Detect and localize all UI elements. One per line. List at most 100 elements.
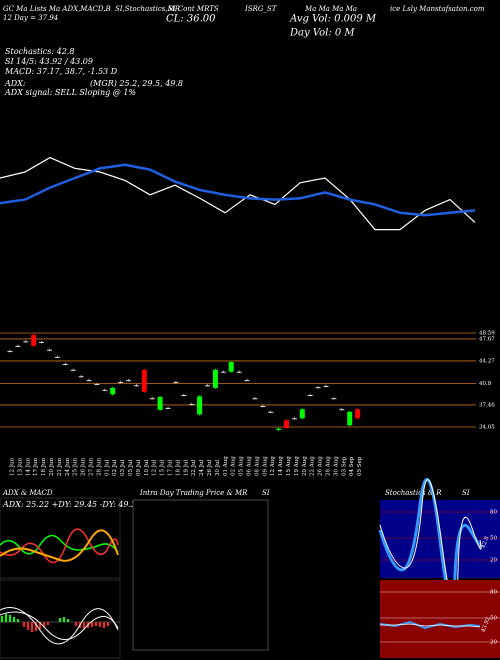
- indicator: MACD: 37.17, 38.7, -1.53 D: [4, 67, 118, 76]
- x-tick-label: 03 Sep: [341, 456, 347, 476]
- candle-body: [15, 345, 21, 347]
- day-vol: Day Vol: 0 M: [289, 28, 355, 39]
- x-tick-label: 10 Jul: [144, 460, 150, 476]
- intraday-panel: [132, 499, 269, 651]
- candle-body: [268, 411, 274, 413]
- x-tick-label: 19 Aug: [294, 456, 300, 476]
- panel-title: SI: [462, 489, 470, 497]
- candle-body: [118, 382, 124, 384]
- x-tick-label: 18 Jul: [175, 460, 181, 476]
- x-tick-label: 20 Aug: [302, 456, 308, 476]
- stoch-d: [379, 479, 482, 607]
- candle-body: [220, 371, 226, 373]
- candle-body: [299, 409, 305, 419]
- x-tick-label: 17 Jul: [168, 460, 174, 476]
- x-tick-label: 30 Jul: [215, 460, 221, 476]
- y-tick-label: 48.59: [479, 331, 495, 337]
- candle-body: [133, 385, 139, 387]
- y-tick-label: 44.27: [479, 358, 495, 364]
- x-tick-label: 25 Jun: [73, 458, 79, 476]
- adx-signal: ADX signal: SELL Sloping @ 1%: [4, 88, 136, 97]
- x-tick-label: 12 Jul: [152, 460, 158, 476]
- rsi-tick: 80: [490, 590, 497, 596]
- candle-body: [39, 341, 45, 343]
- candle-body: [54, 356, 60, 358]
- indicator: SI 14/5: 43.92 / 43.09: [5, 57, 93, 66]
- y-tick-label: 47.67: [479, 336, 495, 342]
- y-tick-label: 34.05: [479, 425, 495, 431]
- x-tick-label: 13 Jun: [17, 458, 23, 476]
- candle-body: [102, 389, 108, 391]
- y-tick-label: 37.46: [479, 402, 495, 408]
- stoch-value: 42.8: [481, 535, 491, 549]
- rsi-signal: [380, 623, 481, 628]
- x-tick-label: 14 Jun: [25, 458, 31, 476]
- header-item: GC Ma Lists Ma ADX,MACD,B: [3, 5, 111, 13]
- x-tick-label: 02 Aug: [231, 456, 237, 476]
- x-tick-label: 01 Jul: [104, 460, 110, 476]
- x-tick-label: 24 Jun: [65, 458, 71, 476]
- x-tick-label: 05 Sep: [357, 456, 363, 476]
- header-item: ice Lsly Manstafsaton.com: [390, 5, 485, 13]
- candle-body: [307, 394, 313, 396]
- rsi-tick: 50: [490, 616, 497, 622]
- x-tick-label: 24 Jul: [199, 460, 205, 476]
- rsi-tick: 20: [490, 640, 497, 646]
- header-item: SI,Stochastics,MR: [115, 5, 181, 13]
- candle-body: [347, 411, 353, 426]
- candle-body: [31, 334, 37, 346]
- candle-body: [110, 387, 116, 395]
- x-tick-label: 18 Jun: [41, 458, 47, 476]
- x-tick-label: 15 Jul: [160, 460, 166, 476]
- y-tick-label: 40.8: [479, 381, 492, 387]
- macd-line: [0, 607, 119, 645]
- panel-title: Stochastics & R: [385, 489, 442, 497]
- x-tick-label: 28 Aug: [326, 456, 332, 476]
- x-tick-label: 21 Jun: [57, 458, 63, 476]
- x-tick-label: 26 Jul: [207, 460, 213, 476]
- stoch-k: [378, 477, 482, 603]
- ma-line: [0, 163, 476, 217]
- candle-body: [157, 396, 163, 410]
- header-item: ISRG_ST: [244, 5, 278, 13]
- stoch-tick: 80: [490, 510, 497, 516]
- x-tick-label: 09 Aug: [262, 456, 268, 476]
- candle-body: [339, 409, 345, 411]
- signal-line: [0, 611, 119, 640]
- candle-body: [276, 428, 282, 430]
- panel-title: SI: [262, 489, 270, 497]
- panel-title: Intra Day Trading Price & MR: [139, 489, 248, 497]
- x-tick-label: 14 Aug: [278, 456, 284, 476]
- rsi-panel: [380, 580, 500, 658]
- x-tick-label: 22 Jul: [191, 460, 197, 476]
- candle-body: [260, 405, 266, 407]
- x-tick-label: 04 Sep: [349, 456, 355, 476]
- rsi-value: 43.92: [481, 616, 492, 633]
- x-tick-label: 19 Jul: [183, 460, 189, 476]
- adx-panel: [0, 497, 121, 579]
- candle-body: [181, 394, 187, 396]
- adx-line: [0, 529, 119, 562]
- x-tick-label: 20 Jun: [49, 458, 55, 476]
- candle-body: [291, 418, 297, 420]
- candle-body: [197, 396, 203, 415]
- x-tick-label: 12 Jun: [10, 458, 16, 476]
- x-tick-label: 08 Aug: [254, 456, 260, 476]
- panel-title: ADX & MACD: [2, 489, 53, 497]
- x-tick-label: 12 Aug: [270, 456, 276, 476]
- x-tick-label: 01 Aug: [223, 456, 229, 476]
- header-item: SI Cont MRTS: [168, 5, 219, 13]
- candle-body: [236, 371, 242, 373]
- candle-body: [94, 384, 100, 386]
- candle-body: [86, 380, 92, 382]
- x-tick-label: 22 Aug: [310, 456, 316, 476]
- candle-body: [228, 362, 234, 372]
- x-tick-label: 28 Jun: [96, 458, 102, 476]
- candle-body: [47, 349, 52, 351]
- candle-body: [284, 420, 289, 428]
- candle-body: [149, 398, 155, 400]
- candle-body: [315, 387, 321, 389]
- stoch-tick: 20: [490, 558, 497, 564]
- candle-body: [173, 382, 179, 384]
